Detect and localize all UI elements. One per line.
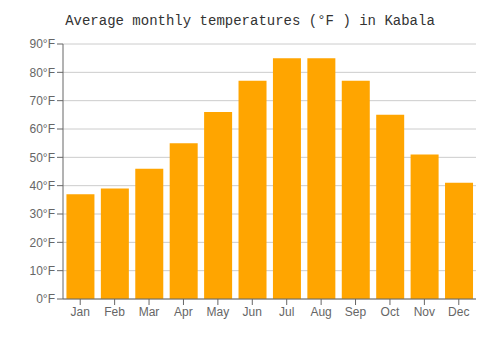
- svg-text:40°F: 40°F: [30, 179, 55, 193]
- svg-text:70°F: 70°F: [30, 94, 55, 108]
- svg-text:Aug: Aug: [310, 305, 331, 319]
- svg-text:50°F: 50°F: [30, 151, 55, 165]
- svg-text:Jul: Jul: [279, 305, 294, 319]
- svg-text:90°F: 90°F: [30, 37, 55, 51]
- svg-text:80°F: 80°F: [30, 66, 55, 80]
- svg-text:May: May: [207, 305, 230, 319]
- svg-text:30°F: 30°F: [30, 207, 55, 221]
- html-text:Average monthly temperatures (: Average monthly temperatures (°F ) in Ka…: [65, 13, 435, 29]
- svg-text:20°F: 20°F: [30, 236, 55, 250]
- svg-text:Mar: Mar: [139, 305, 160, 319]
- svg-text:Oct: Oct: [381, 305, 400, 319]
- svg-text:Jun: Jun: [243, 305, 262, 319]
- svg-text:Apr: Apr: [174, 305, 193, 319]
- svg-text:0°F: 0°F: [36, 292, 55, 306]
- svg-text:10°F: 10°F: [30, 264, 55, 278]
- svg-text:Sep: Sep: [345, 305, 367, 319]
- svg-text:Feb: Feb: [104, 305, 125, 319]
- svg-text:60°F: 60°F: [30, 122, 55, 136]
- svg-text:Dec: Dec: [448, 305, 469, 319]
- svg-text:Nov: Nov: [414, 305, 435, 319]
- svg-text:Jan: Jan: [71, 305, 90, 319]
